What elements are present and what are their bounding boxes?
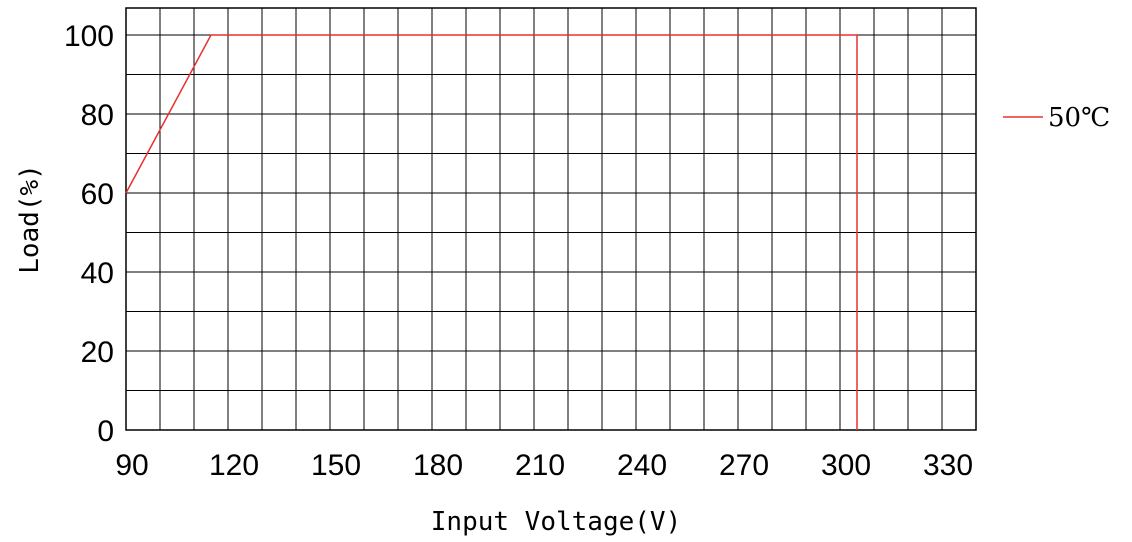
y-axis-title: Load(%)	[15, 164, 45, 274]
series-line-50c	[125, 34, 858, 430]
y-tick-label: 0	[97, 415, 114, 448]
x-tick-label: 240	[617, 449, 667, 482]
legend: 50℃	[1003, 103, 1110, 133]
x-axis-title: Input Voltage(V)	[431, 507, 681, 537]
x-tick-label: 180	[413, 449, 463, 482]
x-tick-label: 90	[115, 449, 148, 482]
x-tick-label: 330	[923, 449, 973, 482]
x-tick-label: 150	[311, 449, 361, 482]
x-tick-label: 300	[821, 449, 871, 482]
y-tick-label: 80	[81, 99, 114, 132]
y-tick-label: 40	[81, 257, 114, 290]
series-layer	[125, 34, 858, 430]
y-tick-label: 60	[81, 178, 114, 211]
x-tick-label: 120	[209, 449, 259, 482]
x-tick-label: 270	[719, 449, 769, 482]
y-tick-label: 100	[64, 20, 114, 53]
y-axis-tick-labels: 0 20 40 60 80 100	[64, 20, 114, 448]
x-axis-tick-labels: 90 120 150 180 210 240 270 300 330	[115, 449, 973, 482]
legend-label-50c: 50℃	[1048, 103, 1110, 133]
y-tick-label: 20	[81, 336, 114, 369]
grid-lines	[126, 8, 976, 430]
plot-area-frame	[125, 7, 977, 431]
x-tick-label: 210	[515, 449, 565, 482]
